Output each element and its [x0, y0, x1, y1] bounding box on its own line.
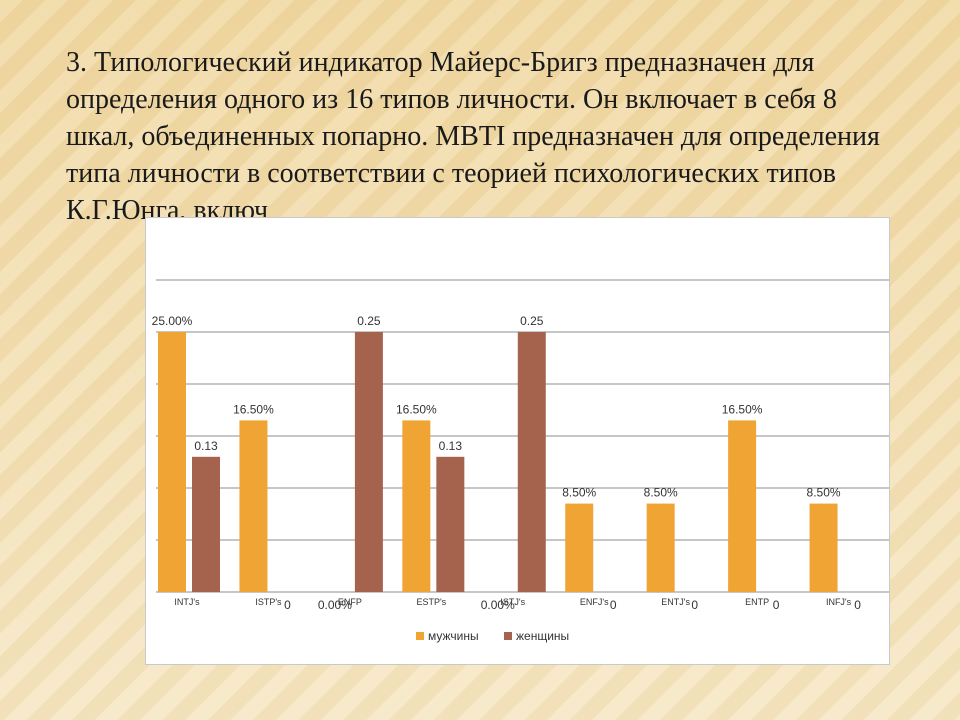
- legend-swatch: [504, 632, 512, 640]
- x-tick-label: ISTJ's: [500, 597, 525, 607]
- chart-area: 0%5%10%15%20%25%30%25.00%16.50%0.00%16.5…: [145, 217, 890, 665]
- data-label: 8.50%: [562, 486, 596, 500]
- bar-men: [239, 420, 268, 592]
- bar-men: [565, 503, 594, 592]
- data-label: 0: [610, 598, 617, 612]
- data-label: 25.00%: [152, 314, 193, 328]
- data-label: 16.50%: [722, 402, 763, 416]
- data-label: 0: [284, 598, 291, 612]
- data-label: 0: [773, 598, 780, 612]
- legend-label: женщины: [516, 629, 569, 643]
- legend-label: мужчины: [428, 629, 479, 643]
- x-tick-label: ENFP: [338, 597, 362, 607]
- data-label: 0.13: [439, 439, 463, 453]
- data-label: 0.13: [194, 439, 218, 453]
- slide-body-text: 3. Типологический индикатор Майерс-Бригз…: [66, 47, 880, 226]
- bar-men: [809, 503, 838, 592]
- x-tick-label: ENFJ's: [580, 597, 609, 607]
- data-label: 16.50%: [233, 402, 274, 416]
- bar-men: [646, 503, 675, 592]
- bar-chart: 0%5%10%15%20%25%30%25.00%16.50%0.00%16.5…: [152, 279, 889, 643]
- data-label: 0.25: [520, 314, 544, 328]
- x-tick-label: ISTP's: [255, 597, 282, 607]
- data-label: 8.50%: [807, 486, 841, 500]
- x-tick-label: ENTP: [745, 597, 769, 607]
- data-label: 8.50%: [644, 486, 678, 500]
- bar-men: [402, 420, 431, 592]
- bar-men: [158, 332, 186, 592]
- x-tick-label: ESTP's: [416, 597, 446, 607]
- data-label: 0.00%: [481, 598, 515, 612]
- legend-swatch: [416, 632, 424, 640]
- data-label: 0.00%: [318, 598, 352, 612]
- data-label: 16.50%: [396, 402, 437, 416]
- data-label: 0: [691, 598, 698, 612]
- data-label: 0: [854, 598, 861, 612]
- bar-women: [192, 456, 220, 592]
- data-label: 0.25: [357, 314, 381, 328]
- bar-women: [436, 456, 465, 592]
- x-tick-label: INTJ's: [174, 597, 200, 607]
- bar-women: [517, 332, 546, 592]
- bar-women: [354, 332, 383, 592]
- x-tick-label: ENTJ's: [661, 597, 690, 607]
- bar-men: [728, 420, 757, 592]
- x-tick-label: INFJ's: [826, 597, 852, 607]
